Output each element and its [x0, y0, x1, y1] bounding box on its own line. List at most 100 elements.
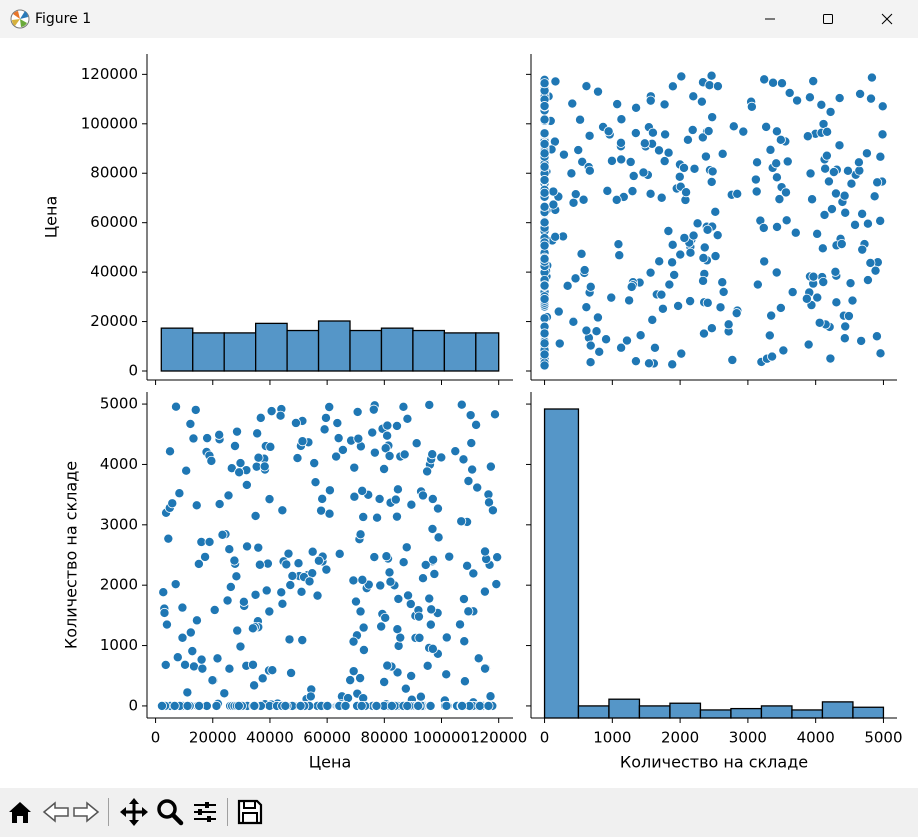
minimize-button[interactable]: [741, 0, 799, 38]
scatter-point: [808, 271, 819, 282]
y-tick-label: 120000: [81, 65, 138, 83]
scatter-point: [384, 451, 395, 462]
scatter-point: [261, 585, 272, 596]
scatter-point: [539, 148, 550, 159]
scatter-point: [331, 451, 342, 462]
scatter-point: [441, 632, 452, 643]
scatter-point: [485, 691, 496, 702]
scatter-point: [367, 427, 378, 438]
scatter-point: [297, 436, 308, 447]
scatter-point: [613, 239, 624, 250]
scatter-point: [715, 302, 726, 313]
y-tick-label: 20000: [90, 312, 138, 330]
scatter-point: [706, 323, 717, 334]
scatter-point: [872, 177, 883, 188]
scatter-point: [465, 410, 476, 421]
scatter-point: [393, 593, 404, 604]
scatter-point: [812, 228, 823, 239]
scatter-point: [774, 194, 785, 205]
scatter-point: [539, 161, 550, 172]
scatter-point: [353, 433, 364, 444]
scatter-point: [214, 429, 225, 440]
scatter-point: [483, 700, 494, 711]
pan-button[interactable]: [116, 794, 152, 830]
scatter-point: [818, 277, 829, 288]
back-button[interactable]: [38, 794, 74, 830]
scatter-point: [856, 335, 867, 346]
scatter-point: [371, 700, 382, 711]
configure-button[interactable]: [187, 794, 223, 830]
y-tick-label: 60000: [90, 213, 138, 231]
home-button[interactable]: [2, 794, 38, 830]
scatter-point: [663, 225, 674, 236]
scatter-point: [414, 632, 425, 643]
maximize-button[interactable]: [799, 0, 857, 38]
scatter-point: [877, 101, 888, 112]
scatter-point: [217, 529, 228, 540]
floppy-icon: [237, 799, 263, 825]
scatter-point: [324, 401, 335, 412]
scatter-point: [455, 619, 466, 630]
x-tick-label: 5000: [864, 729, 902, 747]
scatter-point: [233, 700, 244, 711]
scatter-point: [355, 673, 366, 684]
scatter-point: [357, 485, 368, 496]
window-title: Figure 1: [35, 11, 92, 27]
histogram-bar: [317, 320, 351, 372]
scatter-point: [231, 571, 242, 582]
scatter-point: [295, 700, 306, 711]
scatter-point: [257, 673, 268, 684]
scatter-point: [182, 687, 193, 698]
close-button[interactable]: [858, 0, 916, 38]
scatter-point: [337, 444, 348, 455]
scatter-point: [250, 510, 261, 521]
scatter-point: [386, 700, 397, 711]
scatter-point: [645, 267, 656, 278]
scatter-point: [771, 126, 782, 137]
x-tick-label: 3000: [729, 729, 767, 747]
y-tick-label: 5000: [100, 395, 138, 413]
scatter-point: [395, 632, 406, 643]
scatter-point: [369, 447, 380, 458]
scatter-point: [319, 424, 330, 435]
scatter-point: [635, 330, 646, 341]
scatter-point: [392, 624, 403, 635]
scatter-point: [657, 303, 668, 314]
scatter-point: [193, 558, 204, 569]
scatter-point: [317, 493, 328, 504]
save-button[interactable]: [232, 794, 268, 830]
scatter-point: [866, 93, 877, 104]
scatter-point: [356, 700, 367, 711]
scatter-point: [379, 464, 390, 475]
scatter-point: [805, 168, 816, 179]
scatter-point: [428, 554, 439, 565]
scatter-point: [710, 206, 721, 217]
scatter-point: [601, 334, 612, 345]
zoom-button[interactable]: [152, 794, 188, 830]
scatter-point: [163, 533, 174, 544]
scatter-point: [581, 81, 592, 92]
scatter-point: [625, 156, 636, 167]
scatter-point: [554, 338, 565, 349]
scatter-point: [842, 165, 853, 176]
scatter-point: [649, 342, 660, 353]
scatter-point: [847, 295, 858, 306]
scatter-point: [400, 683, 411, 694]
scatter-point: [699, 242, 710, 253]
scatter-point: [584, 165, 595, 176]
scatter-point: [392, 667, 403, 678]
scatter-point: [232, 426, 243, 437]
scatter-point: [280, 700, 291, 711]
scatter-point: [391, 511, 402, 522]
forward-button[interactable]: [68, 794, 104, 830]
scatter-point: [204, 536, 215, 547]
histogram-bar: [852, 706, 885, 719]
scatter-point: [480, 546, 491, 557]
scatter-point: [349, 462, 360, 473]
scatter-point: [255, 412, 266, 423]
scatter-point: [647, 127, 658, 138]
scatter-point: [820, 163, 831, 174]
scatter-point: [862, 218, 873, 229]
scatter-point: [539, 175, 550, 186]
histogram-bar: [543, 408, 580, 719]
